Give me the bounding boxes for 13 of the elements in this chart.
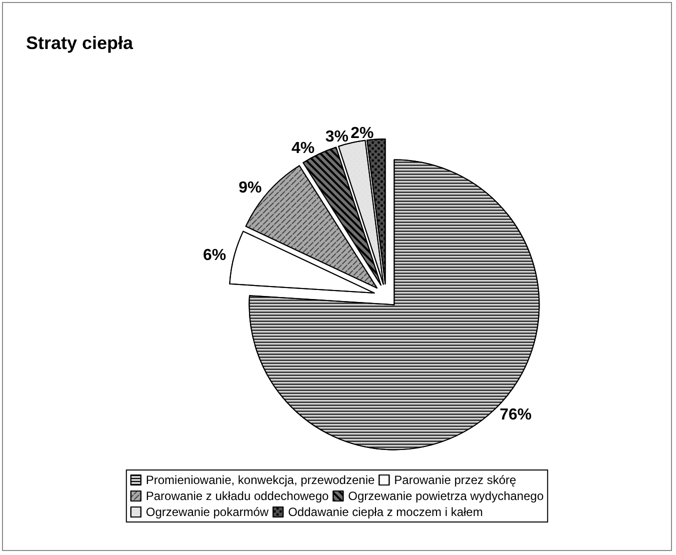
legend-label: Parowanie przez skórę xyxy=(394,473,517,487)
data-label: 4% xyxy=(291,140,315,158)
data-label: 9% xyxy=(238,180,262,197)
data-label: 6% xyxy=(202,246,226,264)
data-label: 2% xyxy=(350,124,374,142)
legend-label: Oddawanie ciepła z moczem i kałem xyxy=(288,505,483,519)
legend-label: Ogrzewanie pokarmów xyxy=(146,505,269,519)
data-label: 76% xyxy=(500,406,532,424)
legend-label: Parowanie z układu oddechowego xyxy=(146,489,330,503)
data-label: 3% xyxy=(325,128,348,146)
chart-title: Straty ciepła xyxy=(26,33,134,53)
legend-label: Ogrzewanie powietrza wydychanego xyxy=(348,489,544,503)
legend-label: Promieniowanie, konwekcja, przewodzenie xyxy=(146,473,375,487)
